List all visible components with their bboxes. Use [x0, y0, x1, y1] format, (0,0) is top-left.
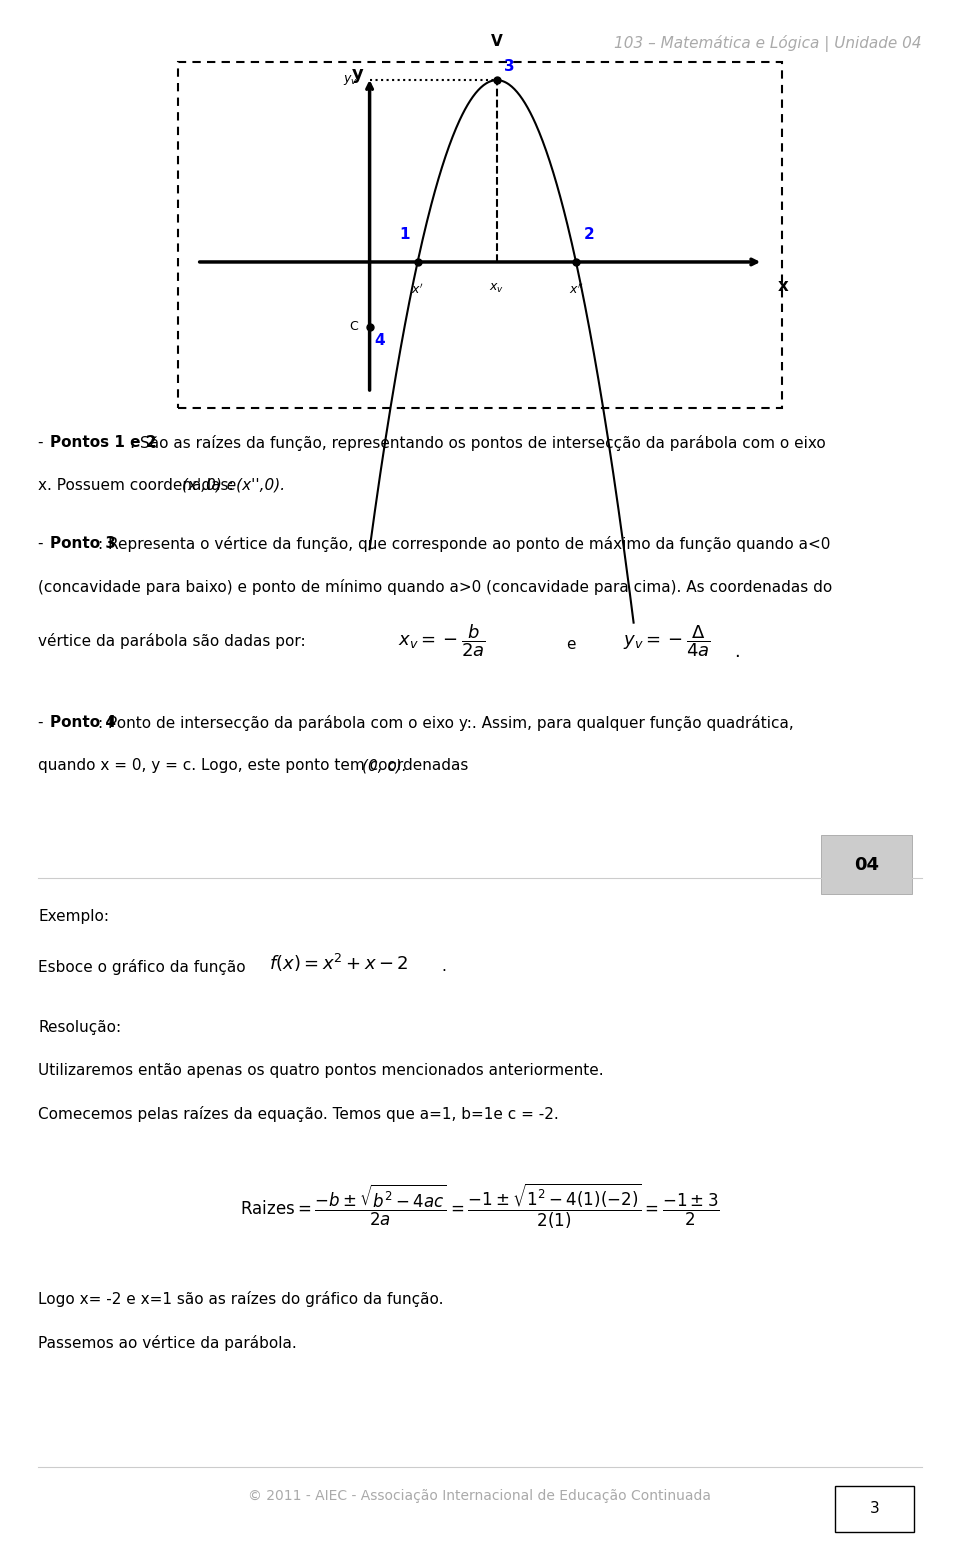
- Text: $f(x) = x^2 + x - 2$: $f(x) = x^2 + x - 2$: [269, 952, 409, 974]
- Text: $y_v = -\dfrac{\Delta}{4a}$: $y_v = -\dfrac{\Delta}{4a}$: [623, 623, 711, 660]
- Text: : São as raízes da função, representando os pontos de intersecção da parábola co: : São as raízes da função, representando…: [130, 435, 826, 450]
- Text: Esboce o gráfico da função: Esboce o gráfico da função: [38, 959, 246, 974]
- Text: 1: 1: [399, 227, 410, 242]
- Bar: [835, 1486, 914, 1532]
- Text: $x'$: $x'$: [411, 282, 424, 296]
- Text: 3: 3: [870, 1501, 879, 1516]
- Text: vértice da parábola são dadas por:: vértice da parábola são dadas por:: [38, 633, 306, 649]
- Text: (0, c).: (0, c).: [362, 758, 407, 774]
- Text: x: x: [778, 277, 788, 296]
- Text: : Representa o vértice da função, que corresponde ao ponto de máximo da função q: : Representa o vértice da função, que co…: [98, 536, 830, 552]
- Text: Passemos ao vértice da parábola.: Passemos ao vértice da parábola.: [38, 1335, 298, 1350]
- Text: (concavidade para baixo) e ponto de mínimo quando a>0 (concavidade para cima). A: (concavidade para baixo) e ponto de míni…: [38, 579, 832, 595]
- Text: 3: 3: [505, 59, 516, 74]
- Text: $y_v$: $y_v$: [343, 72, 358, 88]
- Text: 4: 4: [374, 333, 385, 348]
- Text: .: .: [442, 959, 446, 974]
- Text: Resolução:: Resolução:: [38, 1020, 122, 1036]
- Text: 04: 04: [853, 855, 879, 874]
- Text: .: .: [734, 643, 740, 661]
- Text: $x_v = -\dfrac{b}{2a}$: $x_v = -\dfrac{b}{2a}$: [397, 623, 486, 660]
- Text: : Ponto de intersecção da parábola com o eixo y:. Assim, para qualquer função qu: : Ponto de intersecção da parábola com o…: [98, 715, 794, 730]
- Text: x. Possuem coordenadas:: x. Possuem coordenadas:: [38, 478, 239, 493]
- Text: C: C: [349, 321, 358, 333]
- Text: V: V: [491, 34, 503, 49]
- Text: $x''$: $x''$: [568, 282, 584, 296]
- Bar: [821, 835, 912, 894]
- Text: Comecemos pelas raízes da equação. Temos que a=1, b=1e c = -2.: Comecemos pelas raízes da equação. Temos…: [38, 1106, 559, 1122]
- Text: Logo x= -2 e x=1 são as raízes do gráfico da função.: Logo x= -2 e x=1 são as raízes do gráfic…: [38, 1291, 444, 1307]
- Text: $\mathrm{Raizes} = \dfrac{-b \pm \sqrt{b^2 - 4ac}}{2a} = \dfrac{-1 \pm \sqrt{1^2: $\mathrm{Raizes} = \dfrac{-b \pm \sqrt{b…: [240, 1182, 720, 1231]
- Text: Ponto 3: Ponto 3: [50, 536, 116, 552]
- Text: Utilizaremos então apenas os quatro pontos mencionados anteriormente.: Utilizaremos então apenas os quatro pont…: [38, 1063, 604, 1079]
- Bar: [178, 62, 782, 408]
- Text: 2: 2: [584, 227, 594, 242]
- Text: -: -: [38, 715, 49, 730]
- Text: © 2011 - AIEC - Associação Internacional de Educação Continuada: © 2011 - AIEC - Associação Internacional…: [249, 1489, 711, 1502]
- Text: 103 – Matemática e Lógica | Unidade 04: 103 – Matemática e Lógica | Unidade 04: [614, 35, 922, 52]
- Text: Pontos 1 e 2: Pontos 1 e 2: [50, 435, 156, 450]
- Text: (x',0) e(x'',0).: (x',0) e(x'',0).: [182, 478, 285, 493]
- Text: -: -: [38, 536, 49, 552]
- Text: e: e: [566, 636, 576, 652]
- Text: y: y: [352, 65, 364, 83]
- Text: quando x = 0, y = c. Logo, este ponto tem coordenadas: quando x = 0, y = c. Logo, este ponto te…: [38, 758, 473, 774]
- Text: Ponto 4: Ponto 4: [50, 715, 116, 730]
- Text: -: -: [38, 435, 49, 450]
- Text: $x_v$: $x_v$: [490, 282, 504, 296]
- Text: Exemplo:: Exemplo:: [38, 909, 109, 925]
